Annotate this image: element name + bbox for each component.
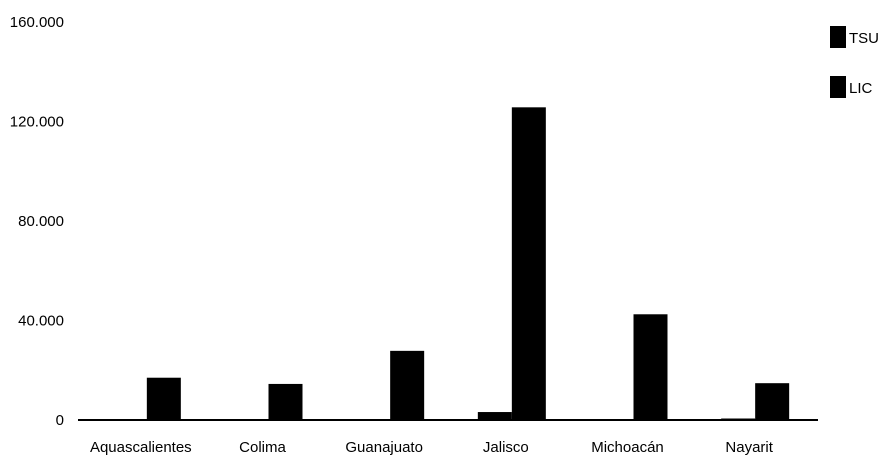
x-axis-category-labels: Aquascalientes Colima Guanajuato Jalisco Mic… (90, 439, 774, 456)
y-tick-label: 80.000 (18, 213, 64, 230)
x-category-label: Michoacán (591, 439, 664, 456)
x-category-label: Guanajuato (345, 439, 423, 456)
legend-label-lic: LIC (849, 80, 873, 97)
x-category-label: Jalisco (483, 439, 529, 456)
legend-swatch-lic (830, 76, 846, 98)
legend: TSU LIC (830, 26, 879, 98)
x-category-label: Aquascalientes (90, 439, 192, 456)
bar-lic (755, 383, 790, 420)
x-category-label: Colima (239, 439, 286, 456)
bar-lic (146, 377, 181, 420)
bar-group (112, 107, 790, 420)
y-tick-label: 120.000 (10, 114, 64, 131)
bar-lic (633, 314, 668, 420)
bar-lic (268, 383, 303, 420)
legend-swatch-tsu (830, 26, 846, 48)
legend-label-tsu: TSU (849, 30, 879, 47)
y-tick-label: 40.000 (18, 313, 64, 330)
x-category-label: Nayarit (725, 439, 773, 456)
y-tick-label: 160.000 (10, 14, 64, 31)
bar-lic (390, 350, 425, 420)
bar-lic (511, 107, 546, 420)
y-tick-label: 0 (56, 412, 64, 429)
bar-tsu (477, 412, 512, 420)
y-axis-tick-labels: 0 40.000 80.000 120.000 160.000 (10, 14, 64, 429)
